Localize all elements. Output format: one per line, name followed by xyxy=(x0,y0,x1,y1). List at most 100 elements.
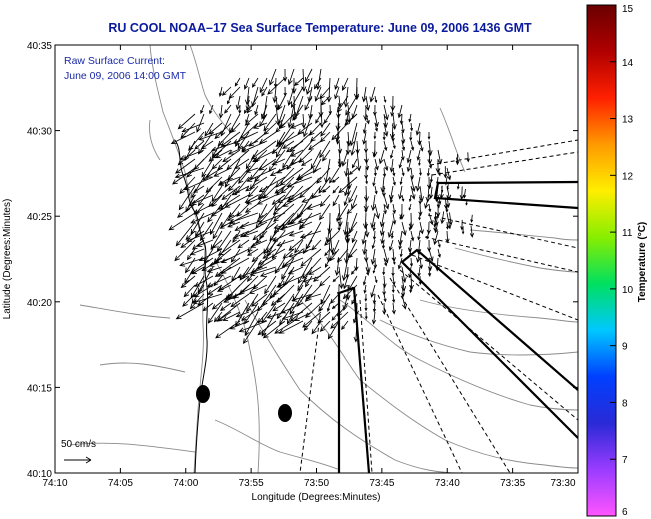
current-vector xyxy=(369,86,376,103)
current-vector xyxy=(274,320,295,334)
current-vector xyxy=(286,311,295,325)
current-vector xyxy=(198,248,223,262)
x-tick-label: 73:50 xyxy=(304,478,329,489)
current-vector xyxy=(258,176,286,193)
current-vector xyxy=(306,203,322,210)
current-vector xyxy=(196,239,214,247)
current-vector xyxy=(391,267,395,277)
current-vector xyxy=(313,77,322,90)
current-vector xyxy=(341,77,349,91)
current-vector xyxy=(374,203,380,220)
current-vector xyxy=(204,122,214,137)
current-vector xyxy=(211,293,232,310)
current-vector xyxy=(300,248,322,267)
current-vector xyxy=(351,293,358,305)
current-vector xyxy=(262,320,286,339)
current-vector xyxy=(332,185,340,194)
current-vector xyxy=(428,158,433,169)
current-vector xyxy=(416,149,421,161)
current-vector xyxy=(266,311,286,319)
current-vector xyxy=(352,311,358,324)
current-vector xyxy=(275,131,304,147)
current-vector xyxy=(362,122,367,134)
current-vector xyxy=(363,185,369,203)
current-vector xyxy=(324,230,340,246)
current-vector xyxy=(469,225,475,238)
current-vector xyxy=(434,185,440,203)
current-vector xyxy=(218,86,223,97)
current-vector xyxy=(283,257,304,267)
current-vector xyxy=(362,275,367,286)
current-vector xyxy=(417,131,422,146)
current-vector xyxy=(180,275,196,289)
current-vector xyxy=(230,122,241,133)
current-vector xyxy=(288,230,313,251)
x-tick-label: 73:30 xyxy=(550,478,575,489)
current-vector xyxy=(354,86,360,101)
current-vector xyxy=(390,104,395,117)
x-tick-label: 73:35 xyxy=(500,478,525,489)
current-vector xyxy=(353,320,359,343)
current-vector xyxy=(219,221,232,229)
current-vector xyxy=(374,185,378,195)
current-vector xyxy=(418,158,421,167)
current-vector xyxy=(184,266,196,284)
current-vector xyxy=(373,167,377,177)
current-vector xyxy=(443,197,448,210)
current-vector xyxy=(383,104,389,121)
current-vector xyxy=(273,203,295,222)
current-vector xyxy=(373,131,377,140)
current-vector xyxy=(426,230,430,240)
current-vector xyxy=(338,266,344,290)
current-vector xyxy=(415,122,421,136)
current-vector xyxy=(364,311,368,320)
current-vector xyxy=(392,212,397,225)
current-vector xyxy=(238,320,268,333)
current-vector xyxy=(363,284,367,294)
current-vector xyxy=(220,131,241,147)
current-vector xyxy=(346,131,352,147)
current-vector xyxy=(224,158,241,188)
colorbar-tick-label: 6 xyxy=(622,507,628,518)
current-vector xyxy=(282,194,304,207)
current-vector xyxy=(337,221,341,232)
current-vector xyxy=(419,140,424,152)
current-vector xyxy=(389,149,394,159)
current-vector xyxy=(410,230,415,242)
current-vector xyxy=(229,320,250,330)
current-vector xyxy=(215,320,241,339)
current-vector xyxy=(181,122,205,133)
current-vector xyxy=(170,131,196,145)
current-vector xyxy=(254,104,259,116)
current-vector xyxy=(348,167,358,176)
current-vector xyxy=(214,149,232,159)
map-area[interactable] xyxy=(55,45,578,473)
current-vector xyxy=(267,77,286,95)
current-vector xyxy=(351,230,358,244)
current-vector xyxy=(252,221,277,241)
current-vector xyxy=(311,239,322,251)
current-vector xyxy=(401,167,405,177)
current-vector xyxy=(257,311,268,324)
current-vector xyxy=(178,185,196,211)
current-vector xyxy=(427,266,432,277)
current-vector xyxy=(287,248,313,258)
current-vector xyxy=(433,220,438,233)
current-vector xyxy=(319,203,331,221)
current-vector xyxy=(224,104,232,114)
current-vector xyxy=(276,239,295,247)
current-vector xyxy=(361,230,367,245)
current-vector xyxy=(315,113,322,124)
current-vector xyxy=(363,212,369,230)
current-vector xyxy=(272,302,286,312)
current-vector xyxy=(193,284,214,298)
current-vector xyxy=(331,302,340,310)
current-vector xyxy=(183,176,214,191)
current-vector xyxy=(196,113,205,133)
current-vector xyxy=(219,302,232,311)
current-vector xyxy=(343,275,349,290)
current-vector xyxy=(401,221,407,236)
current-vector xyxy=(217,239,241,256)
current-vector xyxy=(343,194,349,207)
current-vector xyxy=(362,131,367,145)
